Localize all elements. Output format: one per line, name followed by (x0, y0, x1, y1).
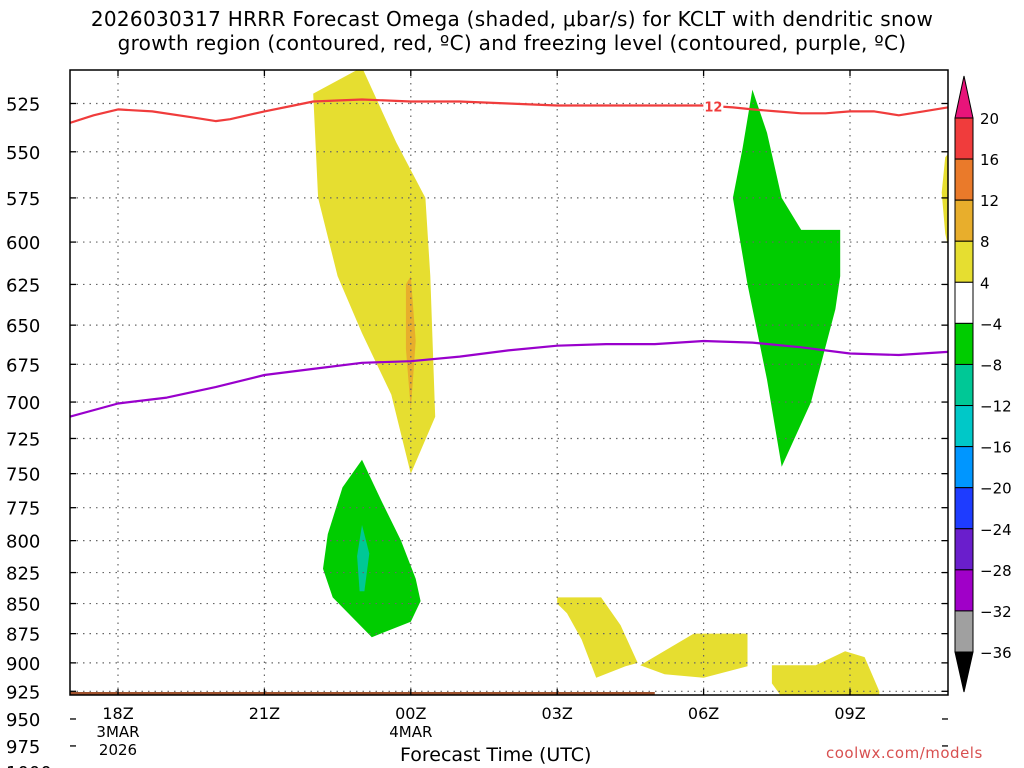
y-tick-label: 925 (6, 682, 40, 703)
colorbar-label: −16 (980, 439, 1012, 457)
contour-label: 12 (704, 100, 722, 115)
y-tick-label: 525 (6, 95, 40, 116)
plot-frame (69, 69, 949, 696)
colorbar-bottom-arrow (954, 651, 974, 693)
colorbar-label: 20 (980, 110, 999, 128)
colorbar-swatch (954, 240, 974, 283)
x-tick-sublabel: 3MAR (96, 723, 139, 741)
colorbar-label: −20 (980, 480, 1012, 498)
colorbar-swatch (954, 405, 974, 448)
colorbar-swatch (954, 610, 974, 653)
omega-region-upper-yellow-plume (313, 70, 436, 474)
colorbar-label: 4 (980, 274, 990, 292)
credit-link[interactable]: coolwx.com/models (826, 744, 983, 762)
axes: 525 550 575 600 625 650 675 700 725 750 775 800 825 8… (6, 69, 949, 768)
omega-region-yellow-lower-b (640, 633, 748, 678)
colorbar-swatch (954, 199, 974, 242)
omega-region-teal-core (357, 525, 370, 592)
colorbar-swatch (954, 487, 974, 530)
y-tick-label: 775 (6, 499, 40, 520)
x-tick-sublabel: 2026 (99, 741, 137, 759)
omega-region-green-right (732, 89, 841, 467)
y-tick-label: 725 (6, 429, 40, 450)
y-tick-label: 575 (6, 189, 40, 210)
omega-region-yellow-lower-a (557, 597, 638, 678)
colorbar-label: −24 (980, 521, 1012, 539)
freezing-level-contour (70, 339, 948, 418)
omega-region-orange-core (405, 276, 416, 410)
chart-title-line-1: 2026030317 HRRR Forecast Omega (shaded, … (90, 7, 934, 31)
omega-region-green-lower-left (323, 459, 421, 638)
colorbar-top-arrow (954, 75, 974, 119)
x-tick-label: 06Z (688, 704, 719, 723)
colorbar-label: −4 (980, 315, 1002, 333)
contour-label-bg (703, 99, 724, 114)
x-tick-label: 09Z (834, 704, 865, 723)
colorbar-label: 16 (980, 151, 999, 169)
y-tick-label: 900 (6, 654, 40, 675)
chart-title-line-2: growth region (contoured, red, ºC) and f… (117, 31, 907, 55)
colorbar-swatch (954, 569, 974, 612)
omega-region-yellow-lower-c (771, 651, 880, 695)
x-tick-label: 21Z (249, 704, 280, 723)
colorbar-label: −28 (980, 562, 1012, 580)
y-tick-label: 700 (6, 393, 40, 414)
colorbar-label: −12 (980, 398, 1012, 416)
plot-area: 12 (70, 70, 948, 695)
y-tick-label: 650 (6, 316, 40, 337)
colorbar-swatch (954, 117, 974, 160)
dendritic-growth-contour (70, 98, 948, 124)
x-axis-label: Forecast Time (UTC) (400, 744, 592, 766)
colorbar-swatch (954, 363, 974, 407)
y-tick-label: 950 (6, 710, 40, 731)
y-tick-label: 750 (6, 465, 40, 486)
y-tick-label: 850 (6, 595, 40, 616)
colorbar-swatch (954, 528, 974, 571)
y-tick-label: 625 (6, 275, 40, 296)
colorbar-label: 12 (980, 192, 999, 210)
colorbar: 20 16 12 8 4 −4 −8 −12 −16 −20 −24 −28 −32 −36 (954, 75, 1012, 693)
x-tick-label: 03Z (542, 704, 573, 723)
colorbar-label: −8 (980, 356, 1002, 374)
colorbar-label: −32 (980, 603, 1012, 621)
x-tick-label: 00Z (395, 704, 426, 723)
y-tick-label: 675 (6, 355, 40, 376)
colorbar-swatch (954, 158, 974, 201)
colorbar-label: −36 (980, 644, 1012, 662)
y-tick-label: 550 (6, 143, 40, 164)
y-tick-label: 825 (6, 564, 40, 585)
colorbar-swatch (954, 446, 974, 489)
plot-clip-group: 12 (70, 70, 948, 695)
colorbar-swatch (954, 281, 974, 324)
y-tick-label: 975 (6, 737, 40, 758)
x-tick-sublabel: 4MAR (389, 723, 432, 741)
colorbar-label: 8 (980, 233, 990, 251)
omega-region-yellow-right-edge (941, 153, 948, 247)
colorbar-swatch (954, 322, 974, 365)
x-tick-label: 18Z (102, 704, 133, 723)
y-tick-label: 600 (6, 233, 40, 254)
y-tick-label: 800 (6, 532, 40, 553)
y-tick-label: 875 (6, 625, 40, 646)
y-tick-label: 1000 (6, 763, 52, 768)
